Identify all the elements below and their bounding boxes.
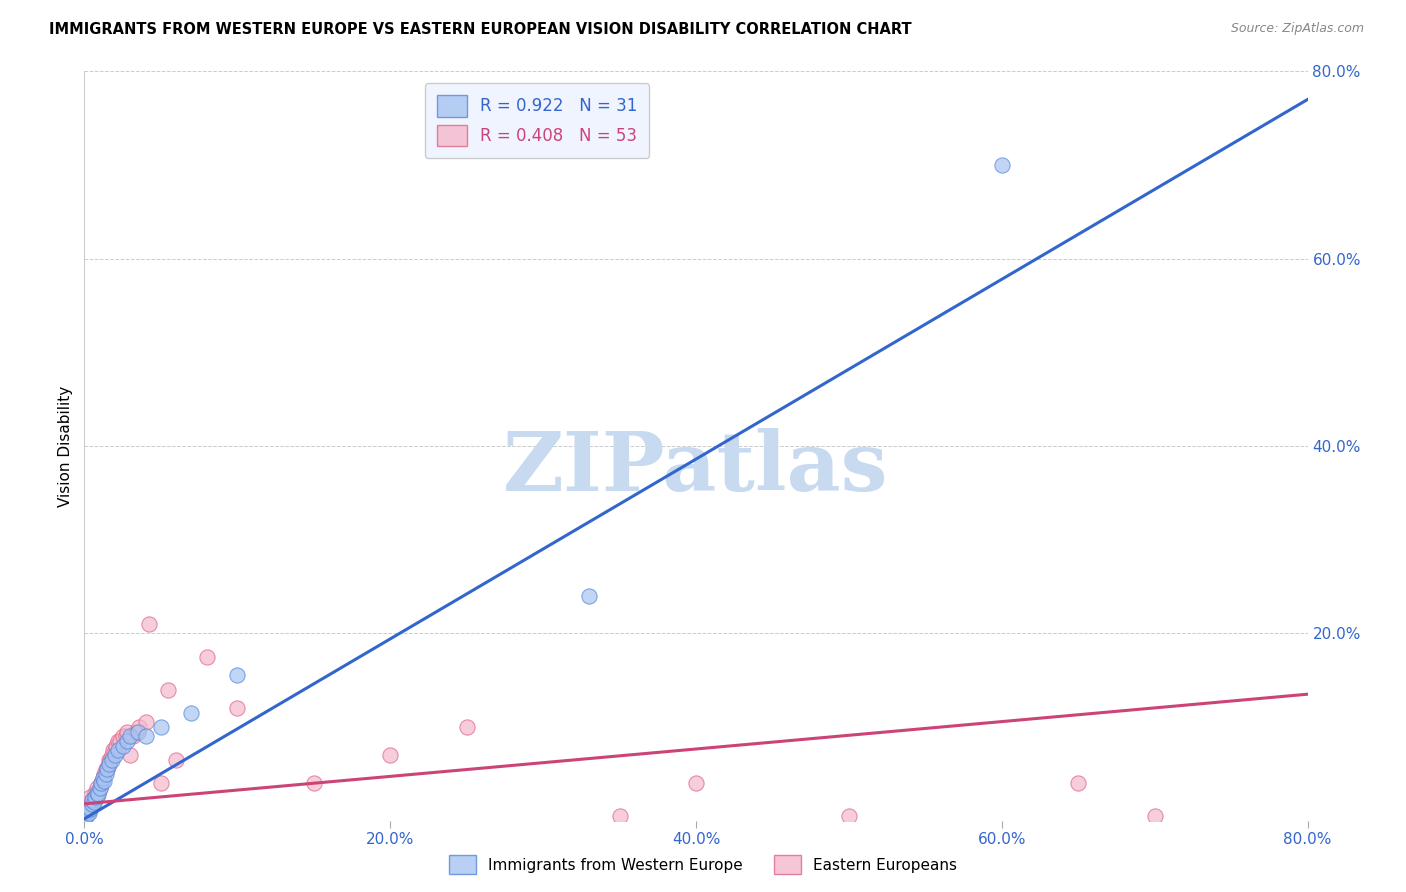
Point — [135, 730, 157, 744]
Point — [165, 753, 187, 767]
Point — [120, 747, 142, 762]
Point — [127, 724, 149, 739]
Point — [94, 762, 117, 776]
Legend: Immigrants from Western Europe, Eastern Europeans: Immigrants from Western Europe, Eastern … — [443, 849, 963, 880]
Point — [75, 809, 97, 823]
Point — [94, 767, 117, 781]
Point — [104, 747, 127, 762]
Point — [89, 780, 111, 795]
Point — [86, 786, 108, 800]
Point — [91, 772, 114, 786]
Point — [75, 802, 97, 816]
Point — [83, 795, 105, 809]
Point — [90, 776, 112, 790]
Point — [89, 780, 111, 795]
Point — [1143, 809, 1166, 823]
Point — [83, 795, 105, 809]
Point — [103, 743, 125, 757]
Point — [93, 774, 115, 789]
Point — [77, 799, 100, 814]
Point — [991, 158, 1014, 172]
Point — [125, 724, 148, 739]
Point — [77, 795, 100, 809]
Point — [111, 739, 134, 753]
Point — [111, 730, 134, 744]
Point — [93, 767, 115, 781]
Point — [180, 706, 202, 720]
Point — [302, 776, 325, 790]
Point — [75, 809, 97, 823]
Point — [149, 720, 172, 734]
Y-axis label: Vision Disability: Vision Disability — [58, 385, 73, 507]
Point — [838, 809, 860, 823]
Point — [87, 788, 110, 802]
Point — [84, 790, 107, 805]
Point — [77, 805, 100, 819]
Point — [226, 668, 249, 682]
Point — [96, 762, 118, 776]
Point — [135, 715, 157, 730]
Point — [107, 743, 129, 757]
Point — [98, 753, 121, 767]
Point — [77, 806, 100, 821]
Point — [122, 730, 145, 744]
Point — [91, 772, 114, 786]
Point — [108, 734, 131, 748]
Point — [115, 734, 138, 748]
Point — [90, 776, 112, 790]
Point — [79, 799, 101, 814]
Point — [97, 757, 120, 772]
Point — [115, 724, 138, 739]
Text: IMMIGRANTS FROM WESTERN EUROPE VS EASTERN EUROPEAN VISION DISABILITY CORRELATION: IMMIGRANTS FROM WESTERN EUROPE VS EASTER… — [49, 22, 912, 37]
Point — [80, 797, 103, 811]
Point — [87, 786, 110, 800]
Point — [76, 805, 98, 819]
Point — [1067, 776, 1090, 790]
Point — [76, 797, 98, 811]
Point — [79, 802, 101, 816]
Text: Source: ZipAtlas.com: Source: ZipAtlas.com — [1230, 22, 1364, 36]
Point — [97, 757, 120, 772]
Point — [114, 730, 136, 744]
Point — [685, 776, 707, 790]
Point — [80, 797, 103, 811]
Point — [80, 793, 103, 807]
Point — [107, 734, 129, 748]
Point — [97, 753, 120, 767]
Point — [101, 747, 124, 762]
Point — [456, 720, 478, 734]
Point — [149, 776, 172, 790]
Point — [128, 720, 150, 734]
Point — [96, 762, 118, 776]
Text: ZIPatlas: ZIPatlas — [503, 428, 889, 508]
Point — [138, 617, 160, 632]
Point — [609, 809, 631, 823]
Point — [80, 793, 103, 807]
Point — [226, 701, 249, 715]
Point — [84, 786, 107, 800]
Point — [578, 589, 600, 603]
Point — [105, 739, 128, 753]
Point — [120, 730, 142, 744]
Point — [79, 790, 101, 805]
Point — [86, 790, 108, 805]
Point — [76, 806, 98, 821]
Legend: R = 0.922   N = 31, R = 0.408   N = 53: R = 0.922 N = 31, R = 0.408 N = 53 — [425, 84, 650, 158]
Point — [157, 682, 180, 697]
Point — [86, 780, 108, 795]
Point — [380, 747, 402, 762]
Point — [101, 753, 124, 767]
Point — [84, 790, 107, 805]
Point — [104, 743, 127, 757]
Point — [195, 649, 218, 664]
